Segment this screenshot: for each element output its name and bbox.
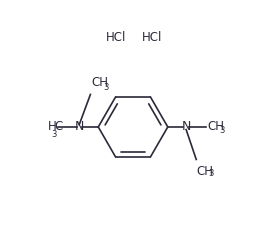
Text: 3: 3 [208, 169, 213, 178]
Text: HCl: HCl [106, 31, 126, 44]
Text: H: H [48, 121, 57, 133]
Text: N: N [75, 121, 84, 133]
Text: HCl: HCl [142, 31, 162, 44]
Text: CH: CH [196, 165, 213, 178]
Text: 3: 3 [219, 126, 224, 136]
Text: N: N [182, 121, 191, 133]
Text: CH: CH [207, 121, 224, 133]
Text: 3: 3 [51, 130, 57, 139]
Text: 3: 3 [103, 83, 109, 92]
Text: CH: CH [92, 76, 109, 89]
Text: C: C [54, 121, 62, 133]
